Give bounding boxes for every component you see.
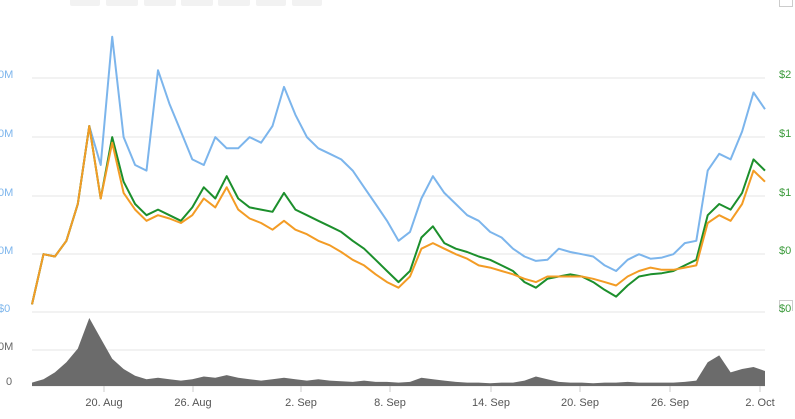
axes: 0M 0M 0M 0M $0 $2 $1 $1 $0 $0 0M 0 (0, 69, 791, 388)
x-tick-label: 2. Sep (285, 397, 317, 409)
scroll-marker (779, 0, 793, 7)
range-button[interactable] (292, 0, 322, 6)
range-button[interactable] (70, 0, 100, 6)
x-tick-label: 20. Aug (85, 397, 122, 409)
left-tick: $0 (0, 303, 10, 315)
grid (32, 77, 765, 387)
x-axis: 20. Aug 26. Aug 2. Sep 8. Sep 14. Sep 20. Sep… (85, 386, 775, 409)
range-button[interactable] (181, 0, 213, 6)
x-tick-label: 2. Oct (745, 397, 774, 409)
x-tick-label: 26. Aug (174, 397, 211, 409)
range-button[interactable] (144, 0, 176, 6)
scroll-marker (779, 300, 793, 311)
x-tick-label: 20. Sep (561, 397, 599, 409)
volume-area-path (32, 318, 765, 386)
x-tick-label: 26. Sep (651, 397, 689, 409)
left-tick: 0M (0, 128, 13, 140)
right-tick: $1 (779, 128, 791, 140)
series-line (31, 125, 766, 305)
volume-tick: 0M (0, 341, 13, 353)
volume-area (32, 318, 765, 386)
range-button[interactable] (218, 0, 250, 6)
left-tick: 0M (0, 187, 13, 199)
left-tick: 0M (0, 245, 13, 257)
right-tick: $0 (779, 245, 791, 257)
series-line (31, 125, 766, 305)
x-tick-label: 14. Sep (472, 397, 510, 409)
x-tick-label: 8. Sep (374, 397, 406, 409)
series-lines (31, 35, 766, 305)
series-line (31, 35, 766, 305)
volume-tick: 0 (6, 376, 12, 388)
right-tick: $0 (779, 303, 791, 315)
right-tick: $1 (779, 187, 791, 199)
right-tick: $2 (779, 69, 791, 81)
left-tick: 0M (0, 69, 13, 81)
range-button[interactable] (256, 0, 286, 6)
range-button[interactable] (106, 0, 138, 6)
